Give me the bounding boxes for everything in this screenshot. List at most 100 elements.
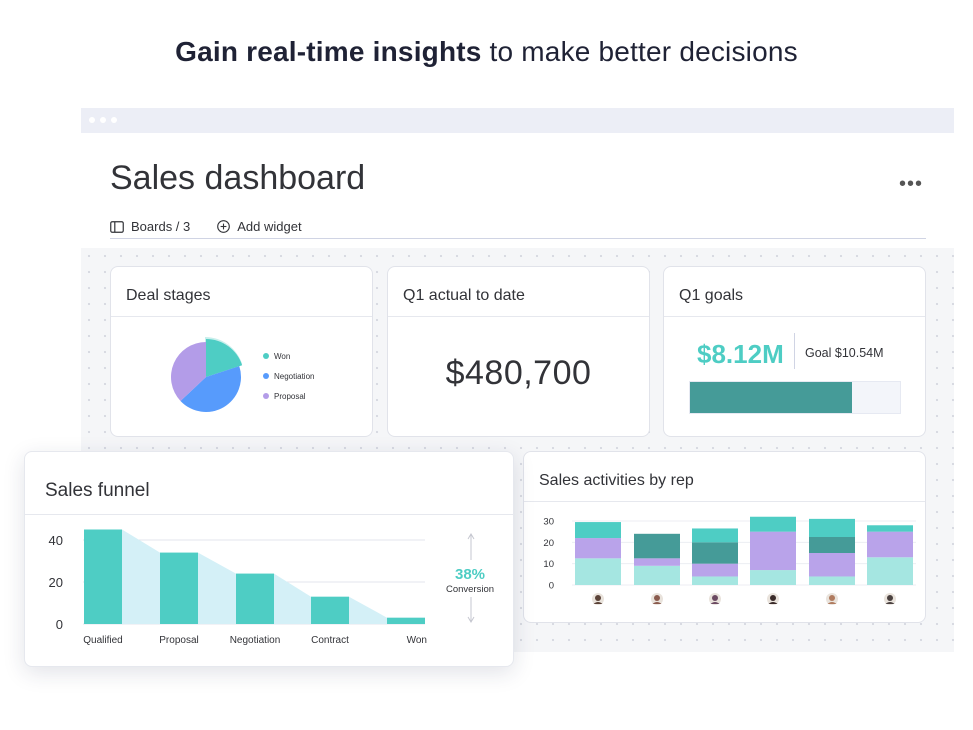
avatar-body <box>768 602 778 604</box>
y-tick-label: 10 <box>543 559 554 570</box>
x-tick-label: Won <box>407 635 427 646</box>
stack-segment <box>809 576 855 585</box>
add-widget-button[interactable]: Add widget <box>217 219 302 234</box>
y-tick-label: 0 <box>56 617 63 632</box>
sales-funnel-card: Sales funnel 0 20 40 Qualified Proposal Negot… <box>24 451 514 667</box>
legend-item-won: Won <box>263 346 314 366</box>
avatar-head <box>770 595 776 601</box>
arrow-down-icon <box>467 616 475 623</box>
legend-label: Won <box>274 351 291 361</box>
goal-progress-bar <box>689 381 901 414</box>
pie-slice-won <box>206 339 243 377</box>
stack-segment <box>809 553 855 577</box>
dashboard-header: Sales dashboard ••• Boards / 3 Add widge… <box>81 133 954 248</box>
conversion-value: 38% <box>454 566 486 583</box>
q1-actual-card: Q1 actual to date $480,700 <box>387 266 650 437</box>
q1-goal-target: Goal $10.54M <box>805 346 884 360</box>
legend-dot <box>263 353 269 359</box>
x-tick-label: Qualified <box>83 635 122 646</box>
window-dot <box>111 117 117 123</box>
board-panel-icon <box>110 220 124 233</box>
legend-item-proposal: Proposal <box>263 386 314 406</box>
sales-activities-title: Sales activities by rep <box>539 472 694 489</box>
avatar-head <box>887 595 893 601</box>
goal-separator <box>794 333 795 369</box>
arrow-up-icon <box>467 533 475 540</box>
q1-actual-value: $480,700 <box>445 354 592 392</box>
q1-goals-title: Q1 goals <box>679 287 744 304</box>
conversion-label: Conversion <box>445 584 495 595</box>
sales-activities-card: Sales activities by rep 0 10 20 30 <box>523 451 926 623</box>
stack-segment <box>750 516 796 532</box>
funnel-bar-negotiation <box>236 573 274 624</box>
card-divider <box>664 316 925 317</box>
q1-goals-value: $8.12M <box>697 339 784 369</box>
dashboard-toolbar: Boards / 3 Add widget <box>110 219 329 234</box>
avatar-body <box>710 602 720 604</box>
funnel-bar-won <box>387 617 425 624</box>
avatar-head <box>712 595 718 601</box>
add-widget-label: Add widget <box>237 219 302 234</box>
avatar-body <box>827 602 837 604</box>
stack-segment <box>634 558 680 566</box>
window-dot <box>89 117 95 123</box>
legend-label: Negotiation <box>274 371 315 381</box>
boards-button[interactable]: Boards / 3 <box>110 219 190 234</box>
y-tick-label: 30 <box>543 517 554 528</box>
card-divider <box>524 501 925 502</box>
stack-segment <box>692 563 738 577</box>
sales-funnel-chart: 0 20 40 Qualified Proposal Negotiation Contrac… <box>49 529 475 646</box>
stack-segment <box>750 570 796 585</box>
sales-funnel-title: Sales funnel <box>45 480 150 501</box>
q1-actual-title: Q1 actual to date <box>403 287 525 304</box>
legend-dot <box>263 393 269 399</box>
stack-segment <box>575 558 621 585</box>
stack-segment <box>692 542 738 564</box>
stack-segment <box>634 533 680 559</box>
deal-stages-card: Deal stages Won Negotiation Proposal <box>110 266 373 437</box>
legend-label: Proposal <box>274 391 306 401</box>
avatar-body <box>885 602 895 604</box>
stack-segment <box>575 538 621 559</box>
stack-segment <box>867 525 913 532</box>
x-tick-label: Proposal <box>159 635 198 646</box>
stack-segment <box>692 576 738 585</box>
page-title: Sales dashboard <box>110 159 366 197</box>
stack-segment <box>750 531 796 571</box>
stack-segment <box>575 522 621 539</box>
funnel-bar-qualified <box>84 529 122 624</box>
window-titlebar <box>81 108 954 133</box>
q1-goals-card: Q1 goals $8.12M Goal $10.54M <box>663 266 926 437</box>
legend-item-negotiation: Negotiation <box>263 366 314 386</box>
y-tick-label: 20 <box>543 538 554 549</box>
x-tick-label: Negotiation <box>230 635 281 646</box>
legend-dot <box>263 373 269 379</box>
goal-progress-fill <box>690 382 852 413</box>
funnel-bar-contract <box>311 596 349 624</box>
stack-segment <box>809 537 855 553</box>
stack-segment <box>867 557 913 585</box>
stack-segment <box>692 528 738 543</box>
deal-stages-legend: Won Negotiation Proposal <box>263 346 314 406</box>
window-dot <box>100 117 106 123</box>
pie-slice-proposal <box>171 342 206 401</box>
stack-segment <box>867 531 913 558</box>
deal-stages-pie-chart <box>171 337 243 412</box>
card-divider <box>388 316 649 317</box>
boards-label: Boards / 3 <box>131 219 191 234</box>
more-options-button[interactable]: ••• <box>899 173 924 195</box>
avatar-body <box>652 602 662 604</box>
header-divider <box>110 238 926 239</box>
headline-rest: to make better decisions <box>481 36 798 67</box>
deal-stages-title: Deal stages <box>126 287 211 304</box>
page-headline: Gain real-time insights to make better d… <box>0 36 973 68</box>
headline-bold: Gain real-time insights <box>175 36 482 67</box>
pie-slice-negotiation <box>180 366 241 412</box>
stack-segment <box>634 565 680 585</box>
y-tick-label: 40 <box>49 533 63 548</box>
avatar-head <box>829 595 835 601</box>
avatar-head <box>654 595 660 601</box>
card-divider <box>25 514 513 515</box>
avatar-body <box>593 602 603 604</box>
avatar-head <box>595 595 601 601</box>
